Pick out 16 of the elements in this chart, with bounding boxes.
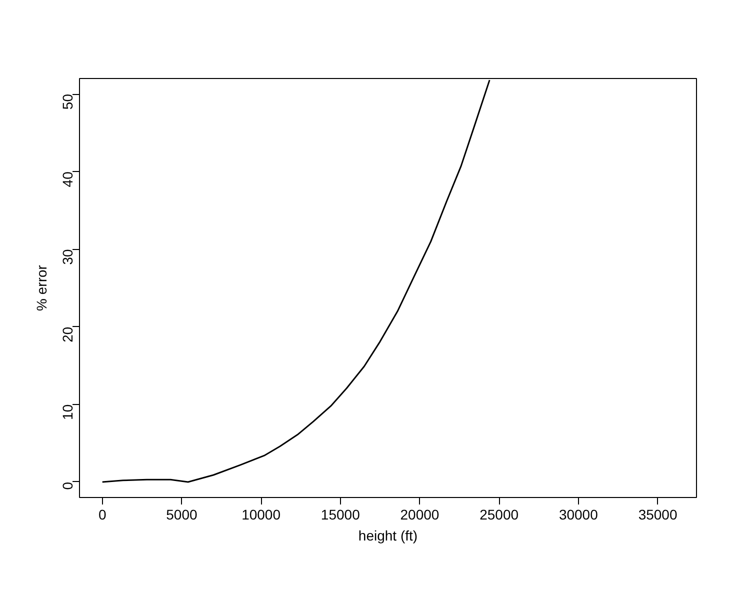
x-tick-label: 35000	[638, 506, 678, 522]
x-tick-label: 20000	[400, 506, 440, 522]
x-tick-label: 10000	[242, 506, 281, 522]
y-axis-title: % error	[34, 264, 50, 311]
x-tick-label: 0	[98, 506, 106, 522]
x-tick-label: 30000	[558, 506, 598, 522]
x-axis-title: height (ft)	[358, 528, 418, 544]
x-tick-label: 15000	[320, 506, 360, 522]
x-tick-label: 25000	[480, 506, 519, 522]
y-tick-label: 20	[60, 326, 76, 342]
y-tick-label: 0	[60, 482, 76, 490]
y-tick-label: 10	[60, 404, 76, 420]
y-tick-label: 40	[60, 171, 76, 188]
y-tick-label: 50	[60, 94, 76, 110]
x-tick-label: 5000	[166, 506, 198, 522]
y-tick-label: 30	[60, 248, 76, 265]
